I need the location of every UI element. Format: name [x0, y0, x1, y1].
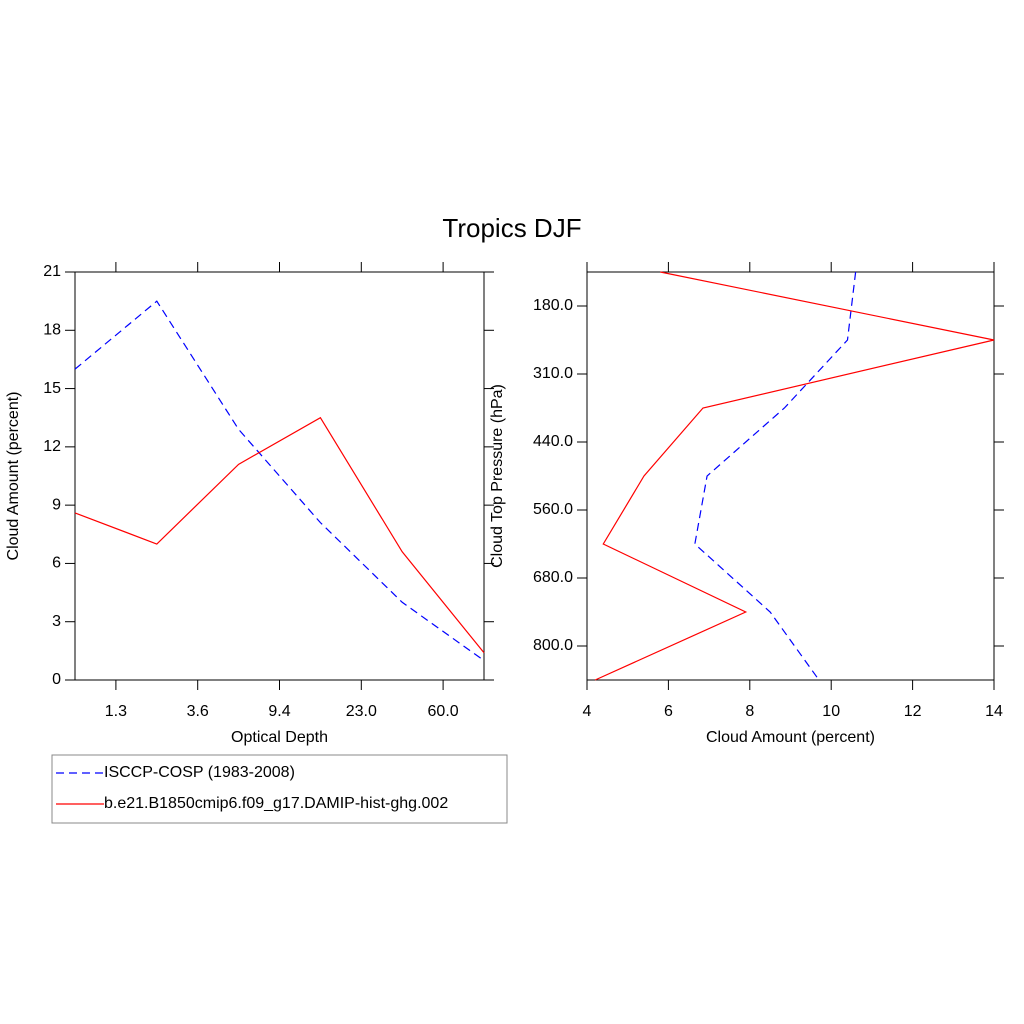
y-tick-label: 310.0 — [533, 365, 573, 382]
x-tick-label: 12 — [904, 703, 922, 720]
x-tick-label: 60.0 — [428, 703, 459, 720]
series-line — [594, 271, 995, 681]
x-axis-label: Cloud Amount (percent) — [706, 729, 875, 746]
plot-frame — [586, 271, 995, 681]
y-tick-label: 800.0 — [533, 637, 573, 654]
x-tick-label: 1.3 — [105, 703, 127, 720]
figure-title: Tropics DJF — [442, 213, 581, 243]
y-tick-label: 18 — [43, 322, 61, 339]
y-tick-label: 9 — [52, 496, 61, 513]
y-tick-label: 3 — [52, 613, 61, 630]
y-tick-label: 15 — [43, 380, 61, 397]
y-axis-label: Cloud Amount (percent) — [5, 392, 22, 561]
legend-label: b.e21.B1850cmip6.f09_g17.DAMIP-hist-ghg.… — [104, 795, 448, 812]
x-tick-label: 14 — [985, 703, 1003, 720]
y-tick-label: 0 — [52, 671, 61, 688]
legend-box — [51, 754, 508, 824]
x-axis-label: Optical Depth — [231, 729, 328, 746]
y-tick-label: 180.0 — [533, 297, 573, 314]
series-line — [694, 271, 857, 681]
y-axis-label: Cloud Top Pressure (hPa) — [489, 384, 506, 568]
y-tick-label: 680.0 — [533, 569, 573, 586]
x-tick-label: 3.6 — [187, 703, 209, 720]
x-tick-label: 6 — [664, 703, 673, 720]
y-tick-label: 560.0 — [533, 501, 573, 518]
x-tick-label: 9.4 — [268, 703, 290, 720]
y-tick-label: 21 — [43, 263, 61, 280]
series-line — [74, 416, 485, 654]
plot-frame — [74, 271, 485, 681]
x-tick-label: 4 — [583, 703, 592, 720]
y-tick-label: 440.0 — [533, 433, 573, 450]
y-tick-label: 6 — [52, 555, 61, 572]
series-line — [74, 300, 485, 662]
x-tick-label: 10 — [822, 703, 840, 720]
x-tick-label: 8 — [745, 703, 754, 720]
legend-label: ISCCP-COSP (1983-2008) — [104, 764, 295, 781]
y-tick-label: 12 — [43, 438, 61, 455]
x-tick-label: 23.0 — [346, 703, 377, 720]
